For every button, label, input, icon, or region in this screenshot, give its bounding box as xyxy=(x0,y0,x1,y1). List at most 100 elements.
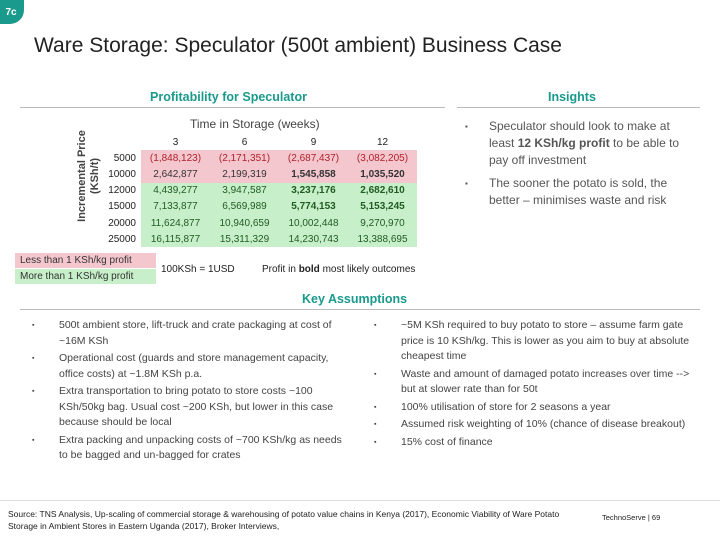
profit-cell: 10,940,659 xyxy=(210,214,279,232)
bullet-icon: ▪ xyxy=(465,122,468,131)
profit-cell: 10,002,448 xyxy=(279,214,348,232)
slide-title: Ware Storage: Speculator (500t ambient) … xyxy=(34,34,562,57)
bold-note-bold: bold xyxy=(298,264,320,275)
table-row: 12000 4,439,277 3,947,587 3,237,176 2,682,61… xyxy=(101,182,417,199)
profitability-table: 3 6 9 12 5000 (1,848,123) (2,171,351) (2,68… xyxy=(101,134,417,248)
profit-cell: (3,082,205) xyxy=(348,150,417,167)
source-citation: Source: TNS Analysis, Up-scaling of comm… xyxy=(8,509,560,531)
price-cell: 25000 xyxy=(101,231,141,248)
profitability-heading: Profitability for Speculator xyxy=(150,90,307,104)
assumption-text: Extra packing and unpacking costs of ~70… xyxy=(59,433,342,462)
profit-cell: (2,687,437) xyxy=(279,150,348,167)
assumption-item: ▪ Operational cost (guards and store mana… xyxy=(32,351,342,382)
currency-note: 100KSh = 1USD xyxy=(161,264,235,275)
profit-cell: 3,947,587 xyxy=(210,182,279,199)
assumptions-right-list: ▪ ~5M KSh required to buy potato to store… xyxy=(374,318,700,452)
bullet-icon: ▪ xyxy=(465,179,468,188)
bullet-icon: ▪ xyxy=(374,370,377,378)
bullet-icon: ▪ xyxy=(32,322,35,329)
profit-cell: (2,171,351) xyxy=(210,150,279,167)
assumption-item: ▪ Extra transportation to bring potato to… xyxy=(32,384,342,431)
price-cell: 5000 xyxy=(101,150,141,167)
legend-high-profit: More than 1 KSh/kg profit xyxy=(15,269,156,284)
week-header: 3 xyxy=(141,134,210,151)
assumption-text: Waste and amount of damaged potato incre… xyxy=(401,367,690,396)
assumption-item: ▪ Assumed risk weighting of 10% (chance o… xyxy=(374,417,700,433)
insight-item: ▪ The sooner the potato is sold, the bet… xyxy=(465,175,697,209)
insights-divider xyxy=(457,107,700,108)
table-row: 10000 2,642,877 2,199,319 1,545,858 1,035,52… xyxy=(101,166,417,183)
assumption-text: ~5M KSh required to buy potato to store … xyxy=(401,319,690,362)
bold-outcomes-note: Profit in bold most likely outcomes xyxy=(262,264,415,275)
insight-text: Speculator should look to make at least … xyxy=(489,118,697,169)
assumption-text: 500t ambient store, lift-truck and crate… xyxy=(59,319,332,347)
insights-heading: Insights xyxy=(548,90,596,104)
price-cell: 20000 xyxy=(101,214,141,232)
table-row: 25000 16,115,877 15,311,329 14,230,743 13,38… xyxy=(101,231,417,248)
profit-cell: 2,682,610 xyxy=(348,182,417,199)
profit-cell: 2,199,319 xyxy=(210,166,279,183)
profit-cell: 2,642,877 xyxy=(141,166,210,183)
assumption-text: 15% cost of finance xyxy=(401,435,493,448)
price-cell: 15000 xyxy=(101,198,141,215)
profit-cell: 4,439,277 xyxy=(141,182,210,199)
assumption-item: ▪ Extra packing and unpacking costs of ~7… xyxy=(32,433,342,464)
profit-cell: 15,311,329 xyxy=(210,231,279,248)
assumption-text: Operational cost (guards and store manag… xyxy=(59,352,329,380)
bullet-icon: ▪ xyxy=(374,438,377,446)
assumptions-heading: Key Assumptions xyxy=(302,292,408,306)
bold-note-suffix: most likely outcomes xyxy=(319,264,416,275)
footer-branding: TechnoServe | 69 xyxy=(602,513,661,522)
profit-cell: 1,545,858 xyxy=(279,166,348,183)
profitability-table-body: 5000 (1,848,123) (2,171,351) (2,687,437) (3,… xyxy=(101,150,417,248)
assumption-text: Assumed risk weighting of 10% (chance of… xyxy=(401,418,686,430)
profit-cell: 11,624,877 xyxy=(141,214,210,232)
insight-text: The sooner the potato is sold, the bette… xyxy=(489,176,668,207)
table-row: 5000 (1,848,123) (2,171,351) (2,687,437) (3,… xyxy=(101,150,417,167)
insights-list: ▪ Speculator should look to make at leas… xyxy=(465,118,697,215)
insight-item: ▪ Speculator should look to make at leas… xyxy=(465,118,697,169)
insight-text-pre: Speculator should look to make at least xyxy=(489,119,670,150)
bullet-icon: ▪ xyxy=(32,436,35,444)
corner-cell xyxy=(101,134,141,151)
profit-cell: (1,848,123) xyxy=(141,150,210,167)
bullet-icon: ▪ xyxy=(374,322,377,329)
table-row: 20000 11,624,877 10,940,659 10,002,448 9,270… xyxy=(101,214,417,232)
week-header-row: 3 6 9 12 xyxy=(101,134,417,151)
slide-number-badge: 7c xyxy=(0,0,24,24)
bullet-icon: ▪ xyxy=(32,355,35,362)
profit-cell: 6,569,989 xyxy=(210,198,279,215)
bullet-icon: ▪ xyxy=(374,421,377,428)
week-header: 9 xyxy=(279,134,348,151)
assumptions-divider xyxy=(20,309,700,310)
profit-cell: 9,270,970 xyxy=(348,214,417,232)
price-cell: 10000 xyxy=(101,166,141,183)
assumption-item: ▪ 100% utilisation of store for 2 seasons… xyxy=(374,400,700,416)
profit-cell: 7,133,877 xyxy=(141,198,210,215)
bullet-icon: ▪ xyxy=(32,388,35,395)
profit-cell: 3,237,176 xyxy=(279,182,348,199)
assumption-item: ▪ 15% cost of finance xyxy=(374,435,700,451)
profitability-divider xyxy=(20,107,445,108)
profit-cell: 14,230,743 xyxy=(279,231,348,248)
profit-cell: 1,035,520 xyxy=(348,166,417,183)
assumption-text: 100% utilisation of store for 2 seasons … xyxy=(401,400,611,413)
profit-cell: 5,153,245 xyxy=(348,198,417,215)
assumption-text: Extra transportation to bring potato to … xyxy=(59,385,334,428)
legend-low-profit: Less than 1 KSh/kg profit xyxy=(15,253,156,268)
assumption-item: ▪ Waste and amount of damaged potato incr… xyxy=(374,367,700,398)
bullet-icon: ▪ xyxy=(374,403,377,411)
table-row: 15000 7,133,877 6,569,989 5,774,153 5,153,24… xyxy=(101,198,417,215)
profit-cell: 13,388,695 xyxy=(348,231,417,248)
footer-divider xyxy=(0,500,720,501)
assumption-item: ▪ ~5M KSh required to buy potato to store… xyxy=(374,318,700,365)
bold-note-prefix: Profit in xyxy=(262,264,299,275)
insight-text-post: to be able to pay off investment xyxy=(489,136,680,167)
price-cell: 12000 xyxy=(101,182,141,199)
assumptions-left-list: ▪ 500t ambient store, lift-truck and crat… xyxy=(32,318,342,466)
profit-cell: 16,115,877 xyxy=(141,231,210,248)
insight-text-bold: 12 KSh/kg profit xyxy=(517,136,610,150)
profit-cell: 5,774,153 xyxy=(279,198,348,215)
x-axis-label: Time in Storage (weeks) xyxy=(190,117,320,131)
assumption-item: ▪ 500t ambient store, lift-truck and crat… xyxy=(32,318,342,349)
